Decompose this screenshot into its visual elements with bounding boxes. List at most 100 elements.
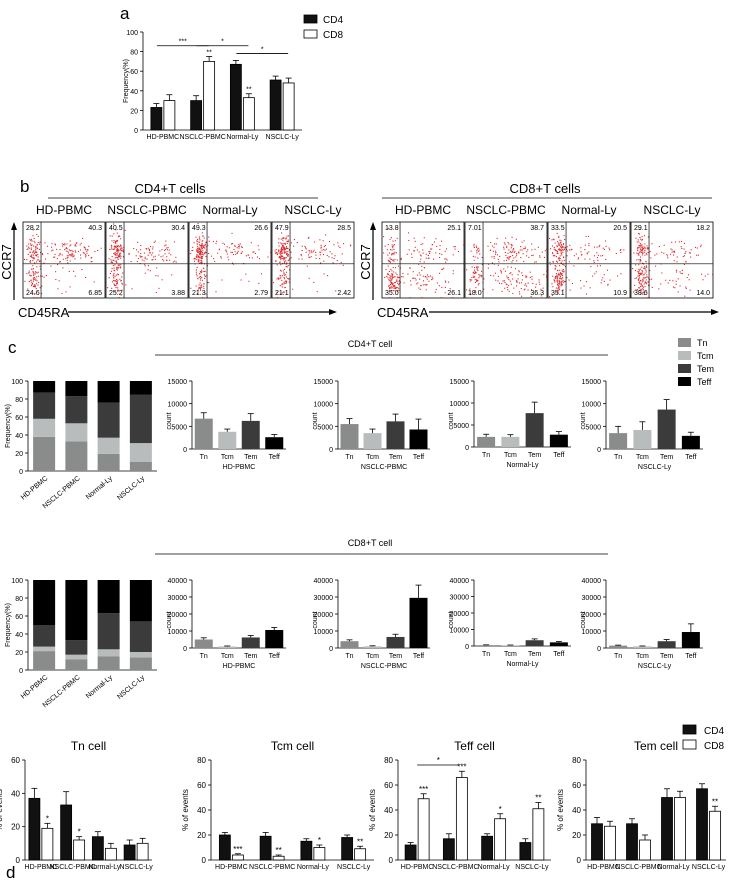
flow-event-dot-b [40,293,43,295]
flow-event-dot-b [605,245,607,247]
flow-event-dot-b [506,277,508,279]
bar-d-cd8 [639,839,651,861]
flow-event-dot-b [152,252,154,254]
flow-event-dot-b [34,285,36,287]
bar-a-cd4 [229,63,242,131]
flow-event-dot-b [510,250,512,252]
flow-event-dot-b [553,279,555,281]
stack-segment-c [65,654,88,660]
flow-event-dot-b [251,257,254,259]
flow-event-dot-b [685,287,687,289]
flow-event-dot-b [120,280,122,282]
flow-event-dot-b [394,251,396,253]
flow-plot-box-b [630,221,714,299]
flow-event-dot-b [201,251,203,253]
flow-event-dot-b [114,242,117,244]
flow-event-dot-b [39,265,41,267]
flow-event-dot-b [198,249,200,251]
ytick-label-count-c: 0 [329,646,333,653]
sig-star-d: * [499,805,502,814]
ytick-label-count-c: 30000 [314,595,334,602]
flow-event-dot-b [29,274,31,276]
flow-event-dot-b [549,248,552,250]
flow-event-dot-b [285,265,287,268]
flow-event-dot-b [388,284,390,287]
flow-event-dot-b [241,251,243,253]
ytick-label-d: 20 [197,831,206,840]
flow-event-dot-b [199,253,201,255]
bar-a-cd8 [203,61,216,131]
flow-event-dot-b [417,274,419,276]
flow-event-dot-b [258,282,260,284]
flow-event-dot-b [248,257,251,259]
flow-event-dot-b [510,272,512,274]
flow-event-dot-b [252,251,254,253]
flow-event-dot-b [59,254,61,256]
flow-event-dot-b [681,273,683,275]
flow-event-dot-b [133,247,135,250]
xtick-label-count-c: Teff [269,454,280,461]
flow-event-dot-b [199,251,202,253]
flow-event-dot-b [558,280,560,282]
flow-event-dot-b [562,270,564,273]
flow-event-dot-b [646,248,648,250]
flow-event-dot-b [481,276,483,278]
flow-event-dot-b [281,232,283,234]
flow-event-dot-b [285,276,287,278]
flow-event-dot-b [257,245,259,247]
flow-event-dot-b [70,253,72,256]
flow-event-dot-b [687,274,690,276]
stack-segment-c [97,437,120,454]
bar-d-cd4 [218,834,231,861]
flow-event-dot-b [562,289,564,291]
flow-event-dot-b [115,260,117,262]
flow-event-dot-b [196,256,198,258]
flow-event-dot-b [597,254,599,256]
flow-event-dot-b [114,270,116,272]
flow-event-dot-b [322,253,325,256]
ytick-label-count-c: 0 [597,646,601,653]
flow-event-dot-b [198,256,200,258]
flow-event-dot-b [670,253,672,255]
flow-event-dot-b [195,285,197,287]
flow-event-dot-b [290,242,292,244]
flow-event-dot-b [639,283,641,285]
flow-event-dot-b [281,253,283,255]
xtick-label-count-c: Tcm [366,653,379,660]
ytick-label-stack-c: 80 [15,397,23,404]
flow-event-dot-b [555,265,557,267]
flow-event-dot-b [281,292,283,294]
flow-event-dot-b [300,253,302,255]
flow-event-dot-b [170,254,172,256]
flow-event-dot-b [473,245,475,247]
flow-event-dot-b [615,252,617,255]
flow-event-dot-b [419,274,421,276]
flow-event-dot-b [115,254,117,256]
flow-event-dot-b [641,236,643,238]
flow-event-dot-b [33,278,35,280]
flow-event-dot-b [555,287,557,289]
flow-event-dot-b [521,279,523,281]
flow-event-dot-b [641,270,644,272]
flow-event-dot-b [199,251,201,253]
flow-event-dot-b [510,243,512,245]
flow-event-dot-b [33,274,35,276]
flow-event-dot-b [123,256,125,258]
flow-event-dot-b [519,249,521,251]
flow-event-dot-b [637,254,639,256]
flow-event-dot-b [113,247,116,249]
flow-event-dot-b [431,248,433,250]
count-bar-c [657,641,676,648]
flow-event-dot-b [554,280,556,282]
flow-event-dot-b [396,290,398,292]
flow-event-dot-b [220,257,222,259]
flow-event-dot-b [328,240,331,243]
count-bar-c [477,645,496,646]
flow-event-dot-b [283,276,285,278]
flow-event-dot-b [71,255,73,257]
flow-event-dot-b [198,287,200,289]
flow-event-dot-b [476,268,478,270]
flow-event-dot-b [43,276,45,278]
flow-event-dot-b [122,272,124,274]
flow-event-dot-b [518,252,520,254]
